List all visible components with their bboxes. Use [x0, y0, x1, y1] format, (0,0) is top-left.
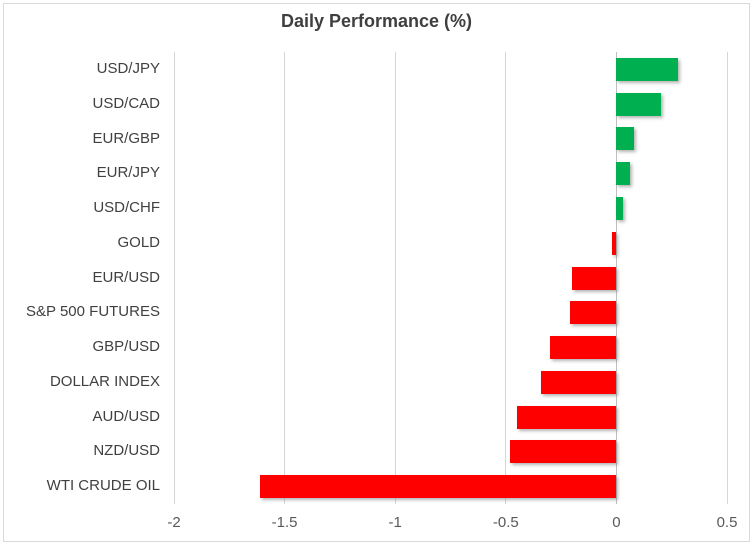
bar-gold: [611, 231, 617, 255]
gridline: [394, 52, 396, 504]
bar-eur-usd: [572, 266, 617, 290]
category-label-gbp-usd: GBP/USD: [92, 338, 160, 356]
category-label-nzd-usd: NZD/USD: [93, 442, 160, 460]
bar-aud-usd: [516, 405, 617, 429]
category-label-eur-usd: EUR/USD: [92, 268, 160, 286]
chart-title: Daily Performance (%): [280, 11, 473, 31]
x-tick-label: 0: [612, 514, 621, 531]
bar-dollar-index: [541, 370, 617, 394]
category-label-s-p-500-futures: S&P 500 FUTURES: [26, 303, 160, 321]
bar-usd-cad: [616, 92, 661, 116]
gridline: [284, 52, 286, 504]
gridline: [173, 52, 175, 504]
gridline: [505, 52, 507, 504]
gridline: [726, 52, 728, 504]
bar-eur-gbp: [616, 127, 635, 151]
category-label-aud-usd: AUD/USD: [92, 407, 160, 425]
zero-axis-line: [615, 52, 617, 504]
category-label-usd-chf: USD/CHF: [93, 199, 160, 217]
x-tick-label: -1.5: [271, 514, 298, 531]
bar-s-p-500-futures: [569, 301, 617, 325]
x-tick-label: -0.5: [492, 514, 519, 531]
category-label-usd-jpy: USD/JPY: [96, 60, 160, 77]
category-label-dollar-index: DOLLAR INDEX: [49, 372, 160, 390]
bar-usd-jpy: [616, 57, 679, 81]
bar-usd-chf: [616, 196, 624, 220]
category-label-wti-crude-oil: WTI CRUDE OIL: [46, 477, 160, 495]
bar-gbp-usd: [550, 336, 617, 360]
bar-eur-jpy: [616, 162, 630, 186]
category-label-usd-cad: USD/CAD: [92, 94, 160, 112]
x-tick-label: 0.5: [716, 514, 738, 531]
bar-wti-crude-oil: [260, 475, 617, 499]
bar-nzd-usd: [510, 440, 617, 464]
category-label-eur-jpy: EUR/JPY: [96, 164, 160, 182]
category-label-eur-gbp: EUR/GBP: [92, 129, 160, 147]
x-tick-label: -2: [167, 514, 181, 531]
category-label-gold: GOLD: [117, 233, 160, 251]
x-tick-label: -1: [388, 514, 402, 531]
